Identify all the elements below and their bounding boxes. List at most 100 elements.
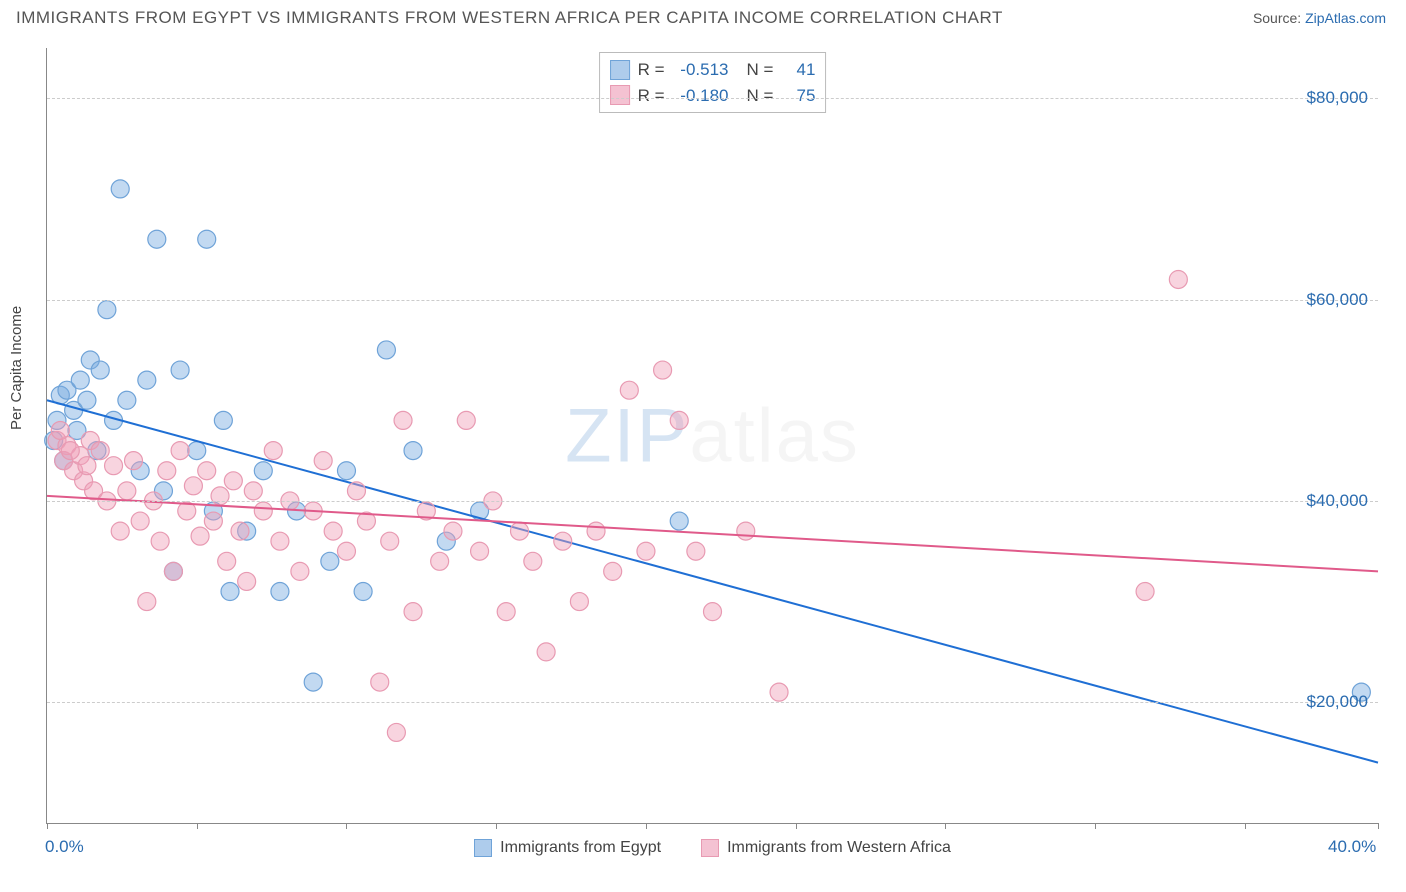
x-tick: [496, 823, 497, 829]
data-point: [91, 442, 109, 460]
legend-item: Immigrants from Egypt: [474, 839, 661, 857]
x-tick: [1245, 823, 1246, 829]
data-point: [347, 482, 365, 500]
data-point: [214, 411, 232, 429]
data-point: [431, 552, 449, 570]
legend-bottom: Immigrants from Egypt Immigrants from Wes…: [47, 839, 1378, 857]
data-point: [377, 341, 395, 359]
data-point: [244, 482, 262, 500]
stat-r-label: R =: [638, 57, 665, 83]
data-point: [471, 542, 489, 560]
data-point: [537, 643, 555, 661]
data-point: [78, 391, 96, 409]
data-point: [687, 542, 705, 560]
data-point: [211, 487, 229, 505]
stats-row: R = -0.513 N = 41: [610, 57, 816, 83]
stat-r-value: -0.513: [673, 57, 729, 83]
data-point: [198, 230, 216, 248]
data-point: [511, 522, 529, 540]
gridline: [47, 501, 1378, 502]
source: Source: ZipAtlas.com: [1253, 10, 1386, 26]
data-point: [321, 552, 339, 570]
data-point: [444, 522, 462, 540]
legend-swatch: [701, 839, 719, 857]
data-point: [381, 532, 399, 550]
data-point: [118, 391, 136, 409]
data-point: [314, 452, 332, 470]
source-label: Source:: [1253, 10, 1301, 26]
data-point: [404, 442, 422, 460]
data-point: [111, 522, 129, 540]
data-point: [304, 673, 322, 691]
data-point: [125, 452, 143, 470]
y-tick-label: $20,000: [1307, 692, 1368, 712]
data-point: [670, 411, 688, 429]
stat-n-value: 41: [781, 57, 815, 83]
data-point: [404, 603, 422, 621]
x-tick: [796, 823, 797, 829]
data-point: [151, 532, 169, 550]
data-point: [1169, 270, 1187, 288]
data-point: [184, 477, 202, 495]
y-axis-label: Per Capita Income: [8, 306, 25, 430]
data-point: [138, 371, 156, 389]
x-axis-label: 40.0%: [1328, 837, 1376, 857]
x-tick: [945, 823, 946, 829]
x-tick: [1378, 823, 1379, 829]
data-point: [271, 532, 289, 550]
data-point: [191, 527, 209, 545]
data-point: [224, 472, 242, 490]
x-tick: [197, 823, 198, 829]
data-point: [387, 723, 405, 741]
stats-row: R =-0.180N =75: [610, 83, 816, 109]
data-point: [1136, 583, 1154, 601]
legend-swatch: [474, 839, 492, 857]
series-swatch: [610, 85, 630, 105]
data-point: [637, 542, 655, 560]
stat-r-label: R =: [638, 83, 665, 109]
x-tick: [346, 823, 347, 829]
data-point: [164, 562, 182, 580]
data-point: [254, 462, 272, 480]
data-point: [554, 532, 572, 550]
y-tick-label: $60,000: [1307, 290, 1368, 310]
x-tick: [47, 823, 48, 829]
y-tick-label: $80,000: [1307, 88, 1368, 108]
source-link[interactable]: ZipAtlas.com: [1305, 10, 1386, 26]
data-point: [337, 462, 355, 480]
data-point: [737, 522, 755, 540]
data-point: [171, 361, 189, 379]
data-point: [71, 371, 89, 389]
data-point: [148, 230, 166, 248]
y-tick-label: $40,000: [1307, 491, 1368, 511]
data-point: [238, 572, 256, 590]
data-point: [604, 562, 622, 580]
data-point: [394, 411, 412, 429]
data-point: [457, 411, 475, 429]
data-point: [620, 381, 638, 399]
data-point: [78, 457, 96, 475]
data-point: [264, 442, 282, 460]
data-point: [61, 442, 79, 460]
data-point: [158, 462, 176, 480]
data-point: [91, 361, 109, 379]
data-point: [138, 593, 156, 611]
data-point: [204, 512, 222, 530]
gridline: [47, 300, 1378, 301]
data-point: [111, 180, 129, 198]
title-bar: IMMIGRANTS FROM EGYPT VS IMMIGRANTS FROM…: [0, 0, 1406, 32]
x-tick: [1095, 823, 1096, 829]
data-point: [105, 457, 123, 475]
data-point: [291, 562, 309, 580]
stat-n-label: N =: [747, 57, 774, 83]
scatter-svg: [47, 48, 1378, 823]
data-point: [254, 502, 272, 520]
data-point: [131, 512, 149, 530]
data-point: [704, 603, 722, 621]
data-point: [371, 673, 389, 691]
legend-label: Immigrants from Western Africa: [727, 839, 951, 857]
data-point: [118, 482, 136, 500]
stat-n-value: 75: [781, 83, 815, 109]
legend-item: Immigrants from Western Africa: [701, 839, 951, 857]
data-point: [171, 442, 189, 460]
